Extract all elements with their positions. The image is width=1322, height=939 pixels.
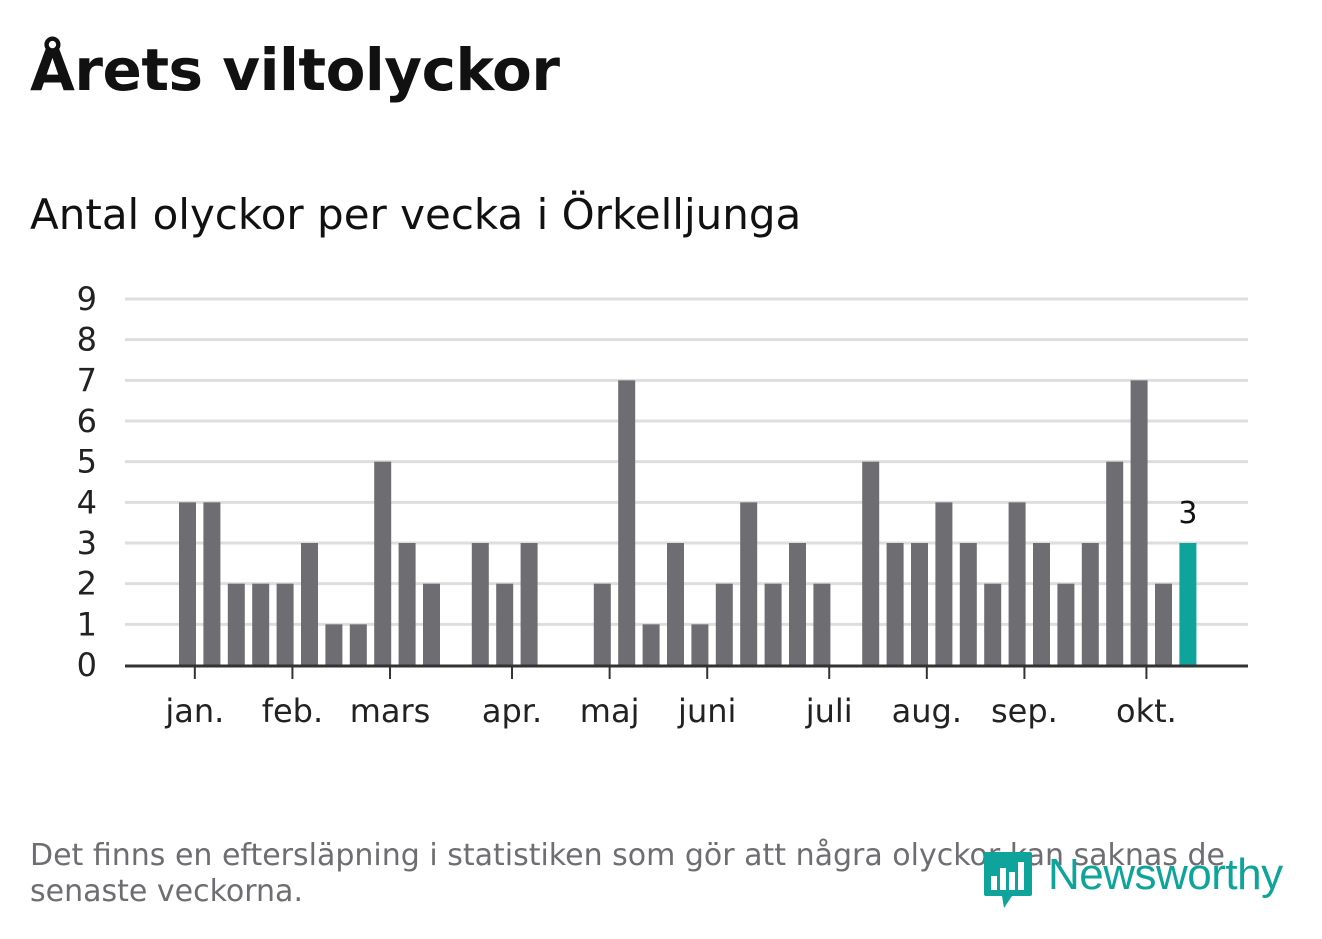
y-tick-label: 9 — [77, 280, 97, 318]
bar-chart-badge-icon — [984, 852, 1032, 908]
y-tick-label: 5 — [77, 443, 97, 481]
bar — [935, 502, 953, 665]
x-tick-label: aug. — [892, 692, 962, 730]
bar — [179, 502, 196, 665]
bar — [423, 583, 440, 665]
x-tick-label: juli — [805, 692, 853, 730]
bar — [1081, 543, 1099, 665]
bar — [789, 543, 806, 665]
bar — [471, 543, 489, 665]
x-tick-label: jan. — [164, 692, 224, 730]
bar-highlight — [1179, 543, 1197, 665]
newsworthy-logo: Newsworthy — [982, 850, 1292, 912]
y-tick-label: 4 — [77, 483, 97, 521]
bar — [1033, 543, 1050, 665]
bar — [1130, 380, 1148, 665]
bar — [374, 461, 392, 665]
bar — [593, 583, 611, 665]
bar — [227, 583, 245, 665]
y-tick-label: 7 — [77, 361, 97, 399]
x-tick-label: apr. — [482, 692, 542, 730]
highlight-value-label: 3 — [1178, 496, 1197, 531]
bars — [179, 380, 1197, 665]
x-tick-label: okt. — [1116, 692, 1177, 730]
bar — [984, 583, 1002, 665]
chart-title: Årets viltolyckor — [30, 36, 560, 104]
bar — [862, 461, 880, 665]
bar — [1106, 461, 1124, 665]
bar — [959, 543, 977, 665]
x-axis-ticks: jan. feb. mars apr. maj juni juli aug. sep. okt. — [164, 667, 1177, 730]
x-tick-label: feb. — [262, 692, 323, 730]
chart-subtitle: Antal olyckor per vecka i Örkelljunga — [30, 190, 802, 239]
bar — [886, 543, 904, 665]
bar — [691, 624, 709, 665]
bar — [667, 543, 684, 665]
y-tick-label: 2 — [77, 565, 97, 603]
x-tick-label: maj — [580, 692, 640, 730]
y-tick-label: 3 — [77, 524, 97, 562]
bar — [325, 624, 343, 665]
bar — [252, 583, 270, 665]
bar — [1057, 583, 1075, 665]
x-tick-label: mars — [350, 692, 431, 730]
logo-text: Newsworthy — [1048, 850, 1283, 899]
bar — [301, 543, 318, 665]
bar — [1008, 502, 1026, 665]
bar — [1155, 583, 1172, 665]
y-tick-label: 6 — [77, 402, 97, 440]
bar — [276, 583, 294, 665]
bar — [520, 543, 538, 665]
x-tick-label: sep. — [991, 692, 1058, 730]
x-tick-label: juni — [677, 692, 736, 730]
bar — [911, 543, 928, 665]
bar — [642, 624, 660, 665]
bar — [740, 502, 758, 665]
bar — [764, 583, 782, 665]
y-tick-label: 1 — [77, 605, 97, 643]
gridlines — [125, 297, 1248, 626]
y-tick-label: 0 — [77, 646, 97, 684]
bar — [715, 583, 733, 665]
bar — [398, 543, 416, 665]
bar — [349, 624, 367, 665]
bar — [618, 380, 636, 665]
bar — [496, 583, 514, 665]
bar — [203, 502, 221, 665]
y-tick-label: 8 — [77, 321, 97, 359]
bar — [813, 583, 831, 665]
